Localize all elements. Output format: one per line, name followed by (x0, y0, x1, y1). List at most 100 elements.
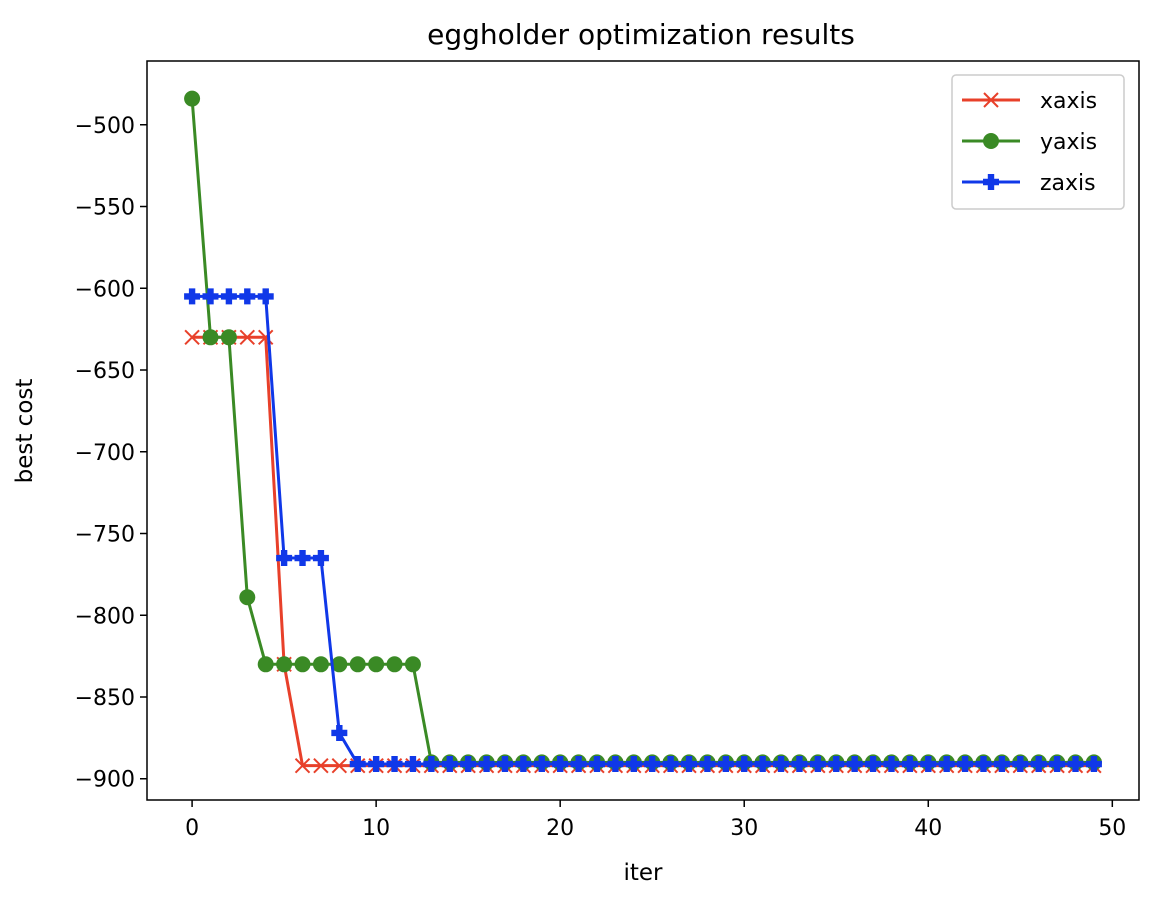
data-point (184, 288, 201, 305)
data-point (313, 757, 329, 774)
data-point (239, 288, 256, 305)
data-point (441, 756, 458, 773)
x-tick-label: 0 (185, 816, 199, 841)
data-point (460, 756, 477, 773)
y-tick-label: −850 (75, 686, 135, 711)
x-tick-label: 40 (914, 816, 942, 841)
series-layer (184, 90, 1102, 774)
data-point (883, 756, 900, 773)
y-axis-label: best cost (12, 379, 38, 484)
data-point (983, 174, 999, 190)
data-point (331, 757, 348, 774)
data-point (404, 756, 421, 773)
data-point (349, 656, 366, 673)
legend-label: xaxis (1040, 89, 1097, 114)
data-point (220, 288, 237, 305)
data-point (865, 756, 882, 773)
data-point (386, 756, 403, 773)
data-point (983, 133, 999, 149)
data-point (625, 756, 642, 773)
data-point (1085, 756, 1102, 773)
data-point (773, 756, 790, 773)
data-point (423, 756, 440, 773)
legend-item-zaxis: zaxis (962, 171, 1096, 196)
data-point (368, 756, 385, 773)
data-point (202, 288, 219, 305)
data-point (294, 757, 311, 774)
x-tick-label: 10 (362, 816, 390, 841)
data-point (331, 724, 348, 741)
series-zaxis (184, 288, 1102, 773)
data-point (717, 756, 734, 773)
data-point (533, 756, 550, 773)
legend-item-xaxis: xaxis (962, 89, 1097, 114)
data-point (312, 550, 329, 567)
y-tick-label: −800 (75, 604, 135, 629)
data-point (404, 656, 421, 673)
data-point (368, 656, 385, 673)
data-point (202, 329, 219, 346)
data-point (220, 329, 237, 346)
legend-item-yaxis: yaxis (962, 130, 1097, 155)
data-point (294, 550, 311, 567)
data-point (938, 756, 955, 773)
data-point (920, 756, 937, 773)
data-point (644, 756, 661, 773)
data-point (983, 92, 999, 108)
data-point (570, 756, 587, 773)
x-axis: 0 10 20 30 40 50 (185, 800, 1126, 841)
data-point (276, 550, 293, 567)
legend: xaxis yaxis zaxis (951, 74, 1125, 210)
y-tick-label: −900 (75, 768, 135, 793)
data-point (681, 756, 698, 773)
data-point (699, 756, 716, 773)
legend-label: yaxis (1040, 130, 1097, 155)
data-point (184, 329, 200, 346)
x-axis-label: iter (623, 860, 663, 886)
data-point (588, 756, 605, 773)
x-tick-label: 30 (730, 816, 758, 841)
data-point (901, 756, 918, 773)
y-axis: −500 −550 −600 −650 −700 −750 −800 −850 −900 (75, 114, 147, 793)
data-point (607, 756, 624, 773)
data-point (1012, 756, 1029, 773)
data-point (257, 656, 274, 673)
data-point (478, 756, 495, 773)
x-tick-label: 50 (1098, 816, 1126, 841)
data-point (294, 656, 311, 673)
data-point (1049, 756, 1066, 773)
y-tick-label: −550 (75, 196, 135, 221)
x-tick-label: 20 (546, 816, 574, 841)
legend-label: zaxis (1040, 171, 1096, 196)
legend-box (951, 74, 1125, 210)
data-point (552, 756, 569, 773)
data-point (515, 756, 532, 773)
data-point (791, 756, 808, 773)
y-tick-label: −650 (75, 359, 135, 384)
data-point (1067, 756, 1084, 773)
data-point (257, 288, 274, 305)
data-point (993, 756, 1010, 773)
data-point (846, 756, 863, 773)
data-point (331, 656, 348, 673)
data-point (736, 756, 753, 773)
y-tick-label: −600 (75, 277, 135, 302)
data-point (662, 756, 679, 773)
data-point (184, 90, 201, 107)
data-point (349, 756, 366, 773)
data-point (1030, 756, 1047, 773)
data-point (957, 756, 974, 773)
data-point (828, 756, 845, 773)
data-point (239, 329, 256, 346)
data-point (239, 589, 256, 606)
data-point (975, 756, 992, 773)
data-point (754, 756, 771, 773)
y-tick-label: −750 (75, 523, 135, 548)
data-point (312, 656, 329, 673)
chart-title: eggholder optimization results (427, 18, 855, 51)
y-tick-label: −700 (75, 441, 135, 466)
y-tick-label: −500 (75, 114, 135, 139)
data-point (809, 756, 826, 773)
data-point (276, 656, 293, 673)
